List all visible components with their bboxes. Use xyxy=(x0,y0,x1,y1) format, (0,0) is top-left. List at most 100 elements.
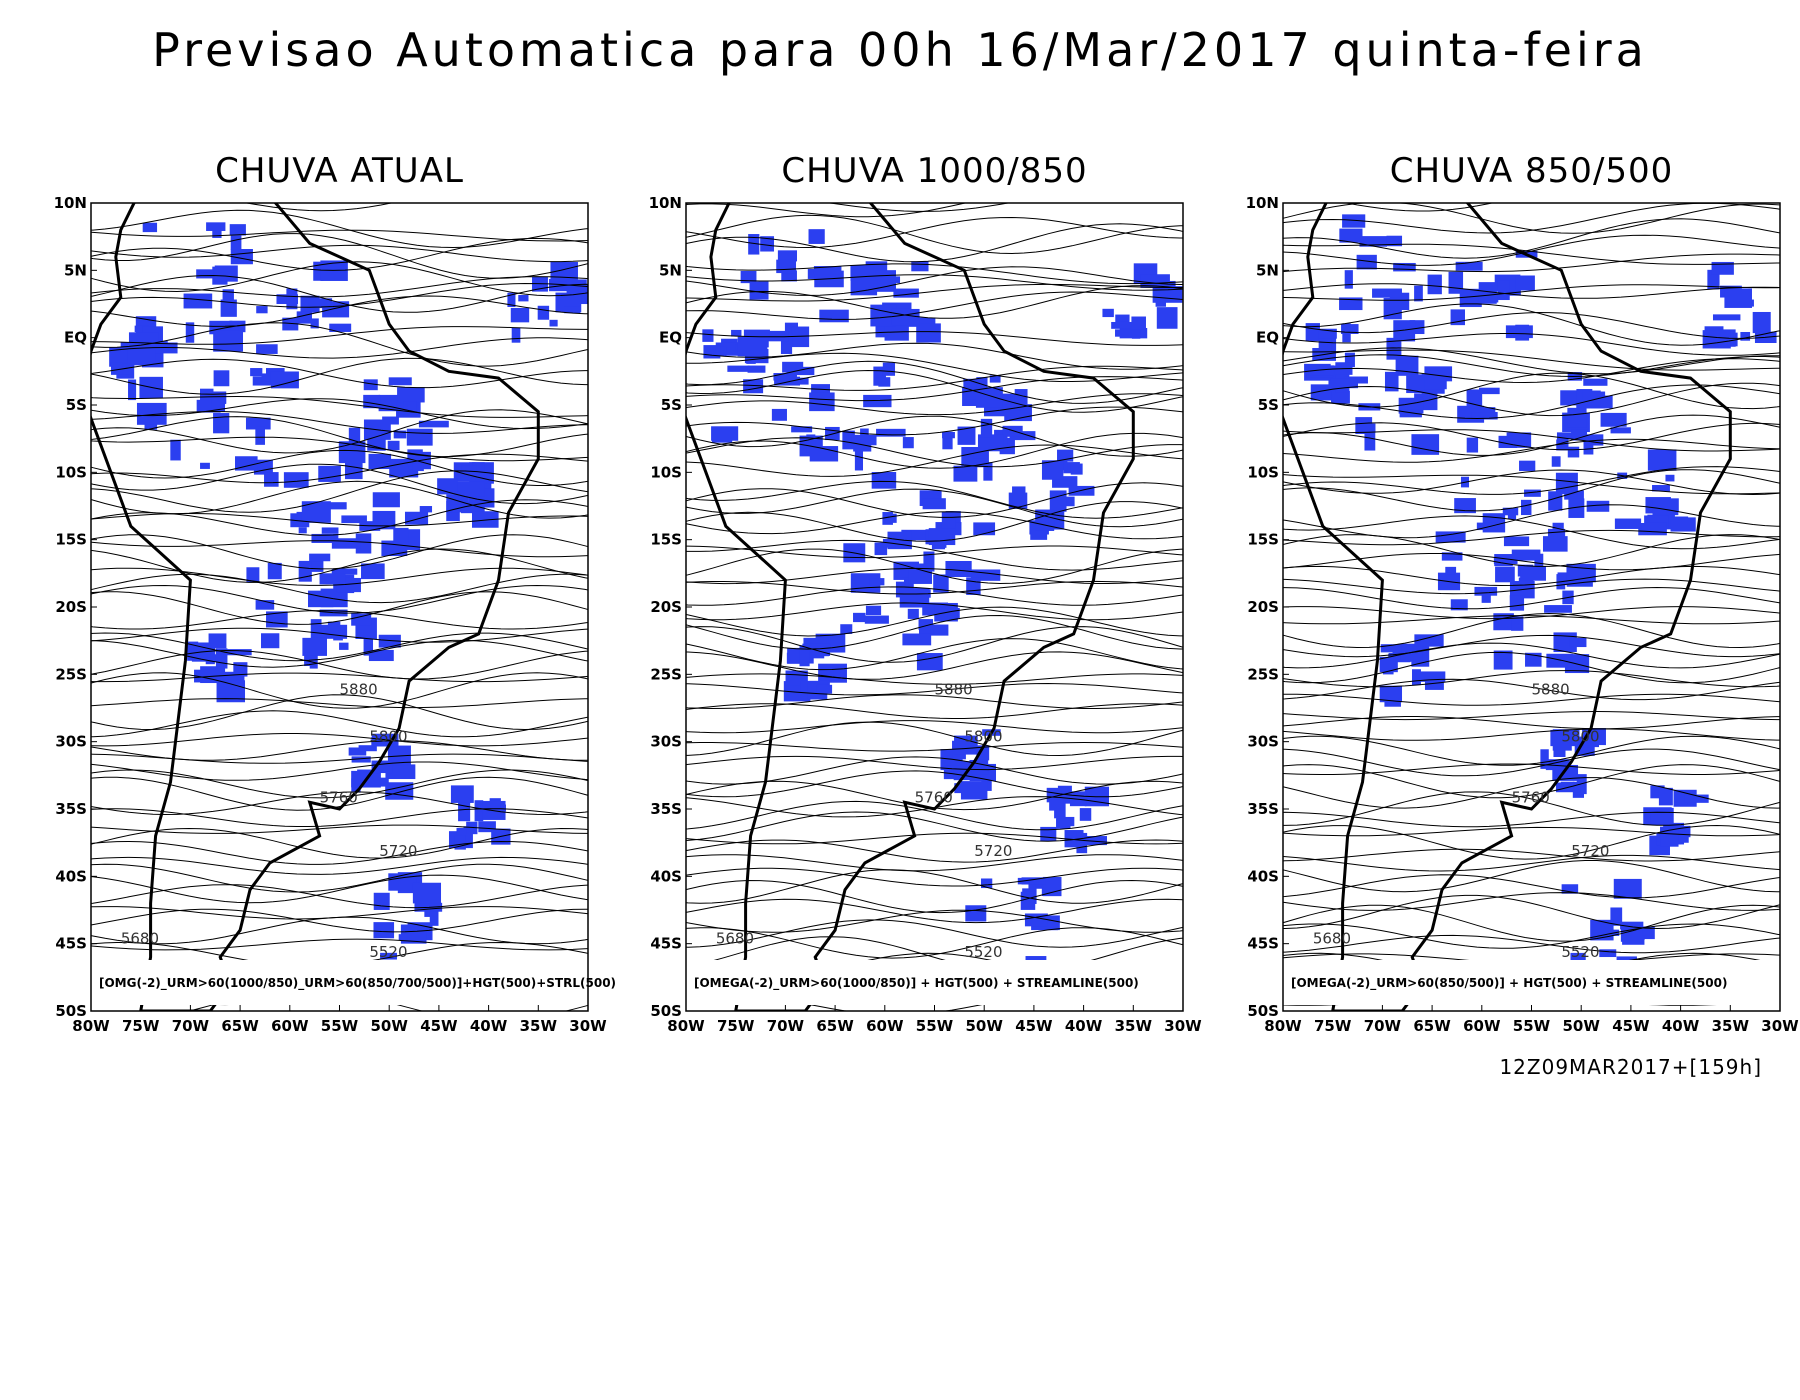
streamline xyxy=(91,824,588,834)
rain-patch xyxy=(250,368,263,377)
rain-patch xyxy=(341,515,367,524)
lon-label: 45W xyxy=(1612,1017,1650,1035)
rain-patch xyxy=(787,647,803,664)
rain-patch xyxy=(361,563,385,580)
rain-patch xyxy=(320,588,348,608)
lat-label: 5N xyxy=(659,261,682,279)
rain-patch xyxy=(854,449,864,471)
lon-label: 45W xyxy=(1015,1017,1053,1035)
lon-label: 70W xyxy=(1364,1017,1402,1035)
rain-patch xyxy=(122,363,132,375)
streamline xyxy=(91,627,588,643)
page-title: Previsao Automatica para 00h 16/Mar/2017… xyxy=(152,23,1648,77)
streamline xyxy=(686,673,1183,685)
rain-patch xyxy=(127,344,156,366)
rain-patch xyxy=(1476,522,1498,531)
streamline xyxy=(1343,203,1494,212)
contour-label: 5720 xyxy=(379,842,417,860)
streamline xyxy=(1283,586,1780,610)
lon-label: 50W xyxy=(965,1017,1003,1035)
rain-patch xyxy=(1506,432,1532,448)
rain-patch xyxy=(1583,434,1604,446)
lon-label: 55W xyxy=(916,1017,954,1035)
streamline xyxy=(1283,529,1780,546)
rain-patch xyxy=(424,906,433,917)
streamline xyxy=(91,470,588,513)
rain-patch xyxy=(507,292,516,307)
rain-patch xyxy=(1380,644,1402,653)
legend-note: [OMEGA(-2)_URM>60(1000/850)] + HGT(500) … xyxy=(694,976,1139,991)
lon-label: 75W xyxy=(1314,1017,1352,1035)
streamline xyxy=(1283,534,1780,567)
rain-patch xyxy=(376,777,389,787)
contour-label: 5800 xyxy=(369,728,407,746)
rain-patch xyxy=(1079,808,1092,821)
streamline xyxy=(686,216,1183,249)
contour-label: 5800 xyxy=(1561,728,1599,746)
rain-patch xyxy=(703,345,721,359)
lon-label: 30W xyxy=(1761,1017,1799,1035)
rain-patch xyxy=(899,588,930,608)
lat-label: 25S xyxy=(650,665,682,683)
streamline xyxy=(686,580,1183,595)
rain-patch xyxy=(1620,921,1644,930)
rain-patch xyxy=(1652,485,1670,492)
rain-patch xyxy=(789,377,809,385)
contour-label: 5800 xyxy=(964,728,1002,746)
rain-patch xyxy=(1503,536,1530,547)
rain-patch xyxy=(1078,836,1107,846)
streamline xyxy=(91,357,588,395)
rain-patch xyxy=(1552,729,1572,751)
rain-patch xyxy=(760,236,775,252)
contour-label: 5880 xyxy=(935,681,973,699)
rain-patch xyxy=(348,747,367,756)
rain-patch xyxy=(1638,522,1667,536)
rain-patch xyxy=(1478,282,1497,304)
lat-label: 35S xyxy=(55,800,87,818)
rain-patch xyxy=(1493,650,1513,670)
rain-patch xyxy=(908,563,932,584)
lat-label: 50S xyxy=(650,1002,682,1020)
legend-note: [OMEGA(-2)_URM>60(850/500)] + HGT(500) +… xyxy=(1291,976,1727,991)
rain-patch xyxy=(200,462,210,469)
rain-patch xyxy=(781,270,797,282)
streamline xyxy=(686,741,1183,752)
streamline xyxy=(91,453,588,484)
rain-patch xyxy=(1156,307,1178,329)
rain-patch xyxy=(358,745,377,752)
lon-label: 80W xyxy=(1264,1017,1302,1035)
lon-label: 70W xyxy=(172,1017,210,1035)
rain-patch xyxy=(518,295,529,302)
rain-patch xyxy=(1042,876,1062,897)
contour-label: 5680 xyxy=(1313,930,1351,948)
streamline xyxy=(1283,234,1780,266)
rain-patch xyxy=(456,481,485,497)
streamline xyxy=(1283,311,1780,339)
streamline xyxy=(686,545,1183,559)
lon-label: 55W xyxy=(1513,1017,1551,1035)
streamline xyxy=(91,874,588,904)
rain-patch xyxy=(957,426,976,445)
rain-patch xyxy=(1327,330,1337,350)
rain-patch xyxy=(1359,236,1387,247)
rain-patch xyxy=(1318,328,1337,339)
rain-patch xyxy=(875,324,886,338)
lat-label: 20S xyxy=(1247,598,1279,616)
streamline xyxy=(91,274,588,313)
streamline xyxy=(91,261,588,297)
rain-patch xyxy=(397,387,425,403)
rain-patch xyxy=(222,289,234,301)
rain-patch xyxy=(1041,460,1064,480)
streamline xyxy=(1283,606,1780,620)
rain-patch xyxy=(1711,261,1734,275)
streamline xyxy=(91,244,588,263)
rain-patch xyxy=(743,329,770,338)
streamline xyxy=(1283,515,1780,550)
rain-patch xyxy=(853,612,866,623)
streamline xyxy=(686,626,1183,663)
legend-box xyxy=(91,960,588,1005)
rain-patch xyxy=(1590,919,1614,941)
streamline xyxy=(1283,429,1780,452)
streamline xyxy=(686,703,1183,719)
panel-title: CHUVA 850/500 xyxy=(1390,151,1674,191)
